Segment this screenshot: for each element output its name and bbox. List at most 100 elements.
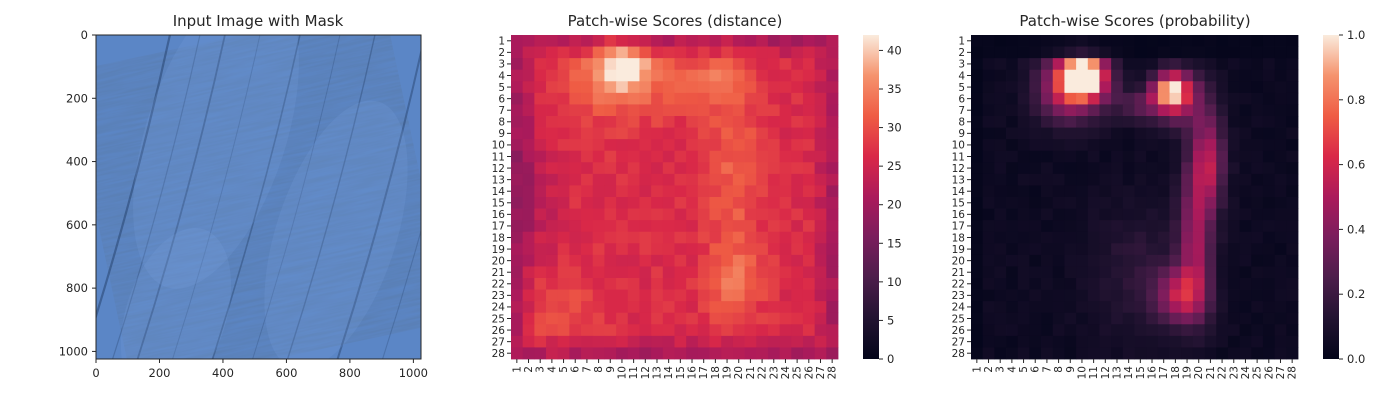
distance-colorbar [863, 35, 879, 359]
heatmap-cell [779, 231, 792, 244]
heatmap-cell [1286, 231, 1299, 244]
heatmap-y-tick-label: 6 [958, 93, 965, 105]
heatmap-cell [982, 289, 995, 302]
heatmap-cell [546, 127, 559, 140]
heatmap-cell [604, 220, 617, 233]
heatmap-cell [1239, 254, 1252, 267]
heatmap-cell [826, 197, 839, 209]
heatmap-cell [1286, 81, 1299, 94]
heatmap-cell [1227, 46, 1241, 59]
heatmap-cell [826, 46, 839, 59]
heatmap-cell [1227, 324, 1241, 337]
heatmap-y-tick-label: 23 [492, 290, 505, 302]
heatmap-cell [971, 220, 984, 233]
heatmap-cell [1169, 150, 1182, 163]
heatmap-cell [1064, 289, 1077, 302]
heatmap-cell [1192, 312, 1205, 325]
heatmap-cell [982, 46, 995, 59]
heatmap-cell [569, 301, 582, 314]
heatmap-x-tick-label: 20 [733, 366, 745, 379]
heatmap-cell [1111, 231, 1124, 244]
heatmap-cell [971, 92, 984, 105]
heatmap-cell [697, 150, 710, 163]
heatmap-cell [1064, 127, 1077, 140]
heatmap-cell [651, 92, 664, 105]
heatmap-cell [1181, 254, 1194, 267]
heatmap-cell [1274, 254, 1287, 267]
heatmap-y-tick-label: 21 [492, 267, 505, 279]
heatmap-cell [1099, 208, 1112, 221]
heatmap-cell [1041, 289, 1054, 302]
heatmap-cell [1216, 301, 1229, 314]
heatmap-cell [709, 185, 722, 198]
heatmap-cell [779, 220, 792, 233]
heatmap-cell [732, 347, 745, 360]
heatmap-cell [1017, 197, 1030, 209]
heatmap-cell [1111, 104, 1124, 117]
heatmap-cell [767, 266, 781, 279]
heatmap-cell [604, 162, 617, 175]
heatmap-cell [674, 324, 687, 337]
heatmap-cell [1099, 335, 1112, 348]
heatmap-cell [616, 116, 629, 128]
heatmap-cell [779, 347, 792, 360]
heatmap-cell [709, 335, 722, 348]
heatmap-x-tick-label: 6 [570, 366, 582, 373]
heatmap-cell [546, 266, 559, 279]
heatmap-cell [709, 278, 722, 290]
heatmap-cell [1041, 162, 1054, 175]
heatmap-cell [1146, 347, 1159, 360]
heatmap-cell [639, 150, 652, 163]
heatmap-cell [1099, 69, 1112, 82]
heatmap-cell [1204, 46, 1217, 59]
heatmap-cell [1134, 139, 1147, 152]
heatmap-cell [522, 116, 535, 128]
heatmap-cell [982, 335, 995, 348]
heatmap-cell [511, 46, 524, 59]
heatmap-cell [826, 127, 839, 140]
heatmap-cell [511, 278, 524, 290]
heatmap-cell [1157, 278, 1170, 290]
heatmap-cell [1029, 46, 1042, 59]
heatmap-cell [1029, 92, 1042, 105]
heatmap-y-tick-label: 6 [498, 93, 505, 105]
heatmap-cell [1286, 173, 1299, 186]
heatmap-cell [616, 347, 629, 360]
heatmap-cell [814, 127, 827, 140]
heatmap-cell [511, 347, 524, 360]
heatmap-cell [592, 347, 605, 360]
heatmap-cell [1076, 347, 1089, 360]
heatmap-cell [1111, 185, 1124, 198]
heatmap-x-tick-label: 1 [511, 366, 523, 373]
heatmap-cell [674, 289, 687, 302]
heatmap-cell [639, 46, 652, 59]
heatmap-cell [1017, 127, 1030, 140]
heatmap-cell [1157, 81, 1170, 94]
heatmap-cell [1286, 92, 1299, 105]
heatmap-cell [1227, 197, 1241, 209]
heatmap-cell [732, 104, 745, 117]
heatmap-cell [686, 312, 699, 325]
heatmap-cell [1239, 58, 1252, 71]
heatmap-cell [1122, 127, 1135, 140]
heatmap-cell [826, 139, 839, 152]
heatmap-cell [546, 243, 559, 256]
heatmap-y-tick-label: 28 [492, 348, 505, 360]
heatmap-cell [651, 312, 664, 325]
heatmap-cell [721, 173, 734, 186]
heatmap-cell [1216, 312, 1229, 325]
heatmap-cell [1134, 92, 1147, 105]
heatmap-cell [1029, 243, 1042, 256]
heatmap-cell [557, 69, 570, 82]
heatmap-x-tick-label: 23 [768, 366, 780, 379]
heatmap-cell [511, 150, 524, 163]
heatmap-cell [616, 127, 629, 140]
heatmap-cell [1017, 254, 1030, 267]
heatmap-cell [569, 312, 582, 325]
heatmap-cell [1262, 347, 1276, 360]
heatmap-cell [662, 127, 675, 140]
heatmap-cell [639, 139, 652, 152]
heatmap-cell [802, 92, 816, 105]
heatmap-cell [1076, 208, 1089, 221]
